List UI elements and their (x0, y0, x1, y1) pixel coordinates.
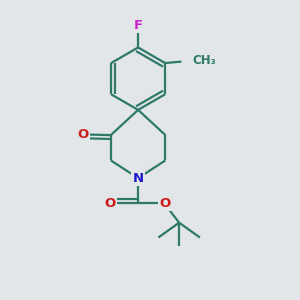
Text: F: F (134, 19, 143, 32)
Text: N: N (133, 172, 144, 184)
Text: O: O (104, 196, 115, 210)
Text: O: O (159, 197, 170, 210)
Text: O: O (77, 128, 88, 141)
Text: CH₃: CH₃ (193, 55, 217, 68)
